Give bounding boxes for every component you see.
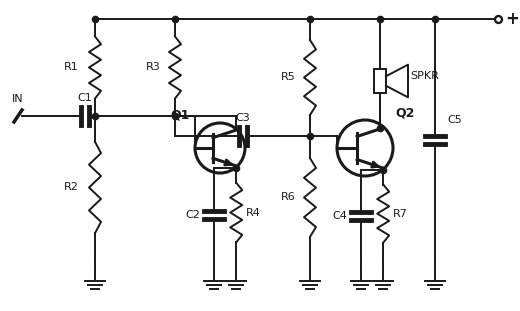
Text: C5: C5	[447, 115, 462, 125]
Text: Q1: Q1	[170, 108, 189, 121]
Text: R3: R3	[146, 63, 161, 72]
Text: Q2: Q2	[395, 106, 414, 119]
Text: C3: C3	[235, 113, 250, 123]
Text: +: +	[505, 10, 519, 28]
Text: C4: C4	[332, 211, 347, 220]
Text: SPKR: SPKR	[410, 71, 439, 81]
Text: R6: R6	[281, 193, 296, 202]
Text: C2: C2	[185, 210, 200, 220]
Bar	[374, 69, 386, 93]
Text: R7: R7	[393, 209, 408, 219]
Text: R4: R4	[246, 207, 261, 217]
Text: IN: IN	[12, 94, 24, 104]
Text: R1: R1	[64, 63, 79, 72]
Text: R2: R2	[64, 183, 79, 193]
Text: R5: R5	[281, 72, 296, 82]
Text: C1: C1	[77, 93, 93, 103]
